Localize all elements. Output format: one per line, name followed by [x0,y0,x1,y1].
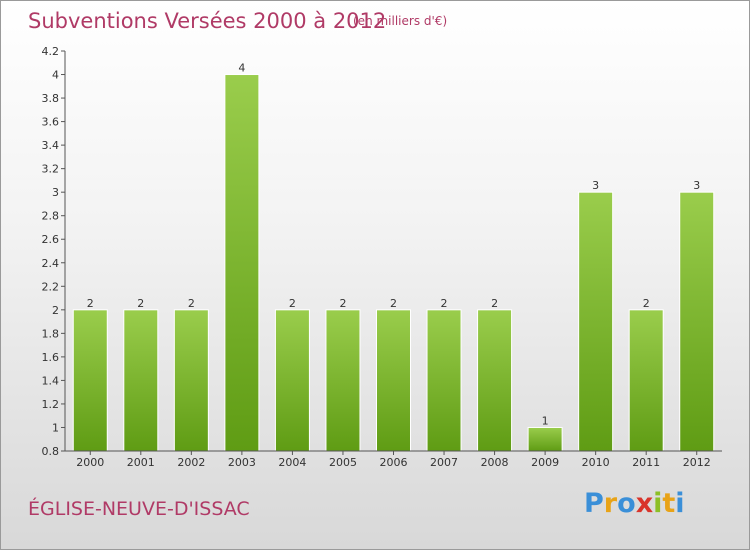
x-tick-label: 2009 [531,456,559,469]
y-tick-label: 1.8 [42,327,60,340]
logo-letter: t [662,488,676,519]
y-tick-label: 3.8 [42,92,60,105]
bar-value-label: 3 [693,179,700,192]
bar-2001 [123,309,159,452]
x-tick-label: 2010 [582,456,610,469]
logo-letter: i [675,488,685,519]
bar-2000 [72,309,108,452]
x-tick-label: 2007 [430,456,458,469]
bar-value-label: 2 [491,297,498,310]
x-tick-label: 2004 [278,456,306,469]
bar-2004 [274,309,310,452]
bar-value-label: 4 [238,62,245,75]
bar-2007 [426,309,462,452]
x-tick-label: 2002 [177,456,205,469]
y-tick-label: 2.8 [42,210,60,223]
proxiti-logo[interactable]: Proxiti [584,488,685,519]
bar-value-label: 2 [137,297,144,310]
commune-name: ÉGLISE-NEUVE-D'ISSAC [28,498,250,520]
y-tick-label: 2.4 [42,257,60,270]
x-tick-label: 2005 [329,456,357,469]
x-tick-label: 2003 [228,456,256,469]
bars: 2 2 2 4 2 2 2 2 2 1 3 2 3 [72,62,715,452]
bar-value-label: 2 [188,297,195,310]
logo-letter: r [603,488,618,519]
bar-value-label: 2 [289,297,296,310]
y-tick-label: 2 [52,304,59,317]
bar-2008 [477,309,513,452]
bar-value-label: 2 [390,297,397,310]
y-tick-label: 3.6 [42,116,60,129]
bar-2011 [628,309,664,452]
logo-letter: P [584,488,604,519]
bar-value-label: 2 [87,297,94,310]
y-tick-label: 1.2 [42,398,60,411]
y-tick-label: 3.4 [42,139,60,152]
y-axis: 0.8 1 1.2 1.4 1.6 1.8 2 2.2 2.4 2.6 2.8 3 3.2 3.4 3.6 3… [42,45,66,458]
y-tick-label: 1.4 [42,374,60,387]
bar-value-label: 1 [542,414,549,427]
bar-value-label: 2 [441,297,448,310]
bar-2009 [527,426,563,452]
logo-letter: x [635,488,654,519]
x-tick-label: 2000 [76,456,104,469]
bar-2002 [173,309,209,452]
y-tick-label: 1 [52,421,59,434]
x-tick-label: 2006 [380,456,408,469]
chart-title: Subventions Versées 2000 à 2012 [28,9,387,33]
bar-value-label: 2 [643,297,650,310]
bar-value-label: 2 [339,297,346,310]
x-axis: 2000 2001 2002 2003 2004 2005 2006 2007 2008 2009… [65,450,722,469]
y-tick-label: 3 [52,186,59,199]
x-tick-label: 2008 [481,456,509,469]
y-tick-label: 4.2 [42,45,60,58]
logo-letter: i [653,488,663,519]
bar-value-label: 3 [592,179,599,192]
y-tick-label: 1.6 [42,351,60,364]
bar-2010 [578,191,614,452]
bar-2003 [224,74,260,452]
y-tick-label: 0.8 [42,445,60,458]
logo-letter: o [617,488,636,519]
x-tick-label: 2011 [632,456,660,469]
y-tick-label: 2.2 [42,280,60,293]
y-tick-label: 3.2 [42,163,60,176]
x-tick-label: 2012 [683,456,711,469]
chart-unit-subtitle: (en milliers d'€) [353,14,448,28]
x-tick-label: 2001 [127,456,155,469]
bar-2006 [376,309,411,452]
bar-2012 [679,191,715,452]
y-tick-label: 2.6 [42,233,60,246]
y-tick-label: 4 [52,69,59,82]
bar-2005 [325,309,361,452]
